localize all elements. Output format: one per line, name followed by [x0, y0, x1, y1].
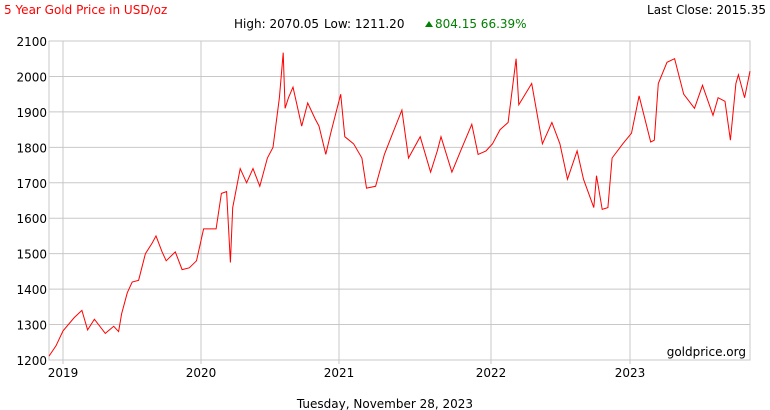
y-tick-label: 1700: [16, 177, 47, 191]
x-tick-label: 2020: [186, 366, 217, 380]
y-tick-label: 1900: [16, 106, 47, 120]
y-tick-label: 2100: [16, 35, 47, 49]
x-tick-label: 2023: [615, 366, 646, 380]
x-tick-label: 2021: [324, 366, 355, 380]
up-arrow-icon: [425, 21, 433, 27]
series-line: [48, 52, 751, 357]
x-tick-label: 2019: [48, 366, 79, 380]
last-close: Last Close: 2015.35: [647, 3, 766, 17]
change-value: 804.15 66.39%: [435, 17, 527, 31]
plot-frame: [48, 40, 751, 361]
chart-title: 5 Year Gold Price in USD/oz: [4, 3, 167, 17]
high-value: High: 2070.05: [234, 17, 319, 31]
low-value: Low: 1211.20: [324, 17, 404, 31]
y-tick-label: 1600: [16, 212, 47, 226]
y-tick-label: 1800: [16, 141, 47, 155]
watermark: goldprice.org: [667, 345, 746, 359]
y-tick-label: 1500: [16, 248, 47, 262]
y-tick-label: 2000: [16, 70, 47, 84]
y-tick-label: 1400: [16, 283, 47, 297]
x-tick-label: 2022: [476, 366, 507, 380]
date-label: Tuesday, November 28, 2023: [296, 397, 473, 410]
y-tick-label: 1200: [16, 354, 47, 368]
y-tick-label: 1300: [16, 319, 47, 333]
